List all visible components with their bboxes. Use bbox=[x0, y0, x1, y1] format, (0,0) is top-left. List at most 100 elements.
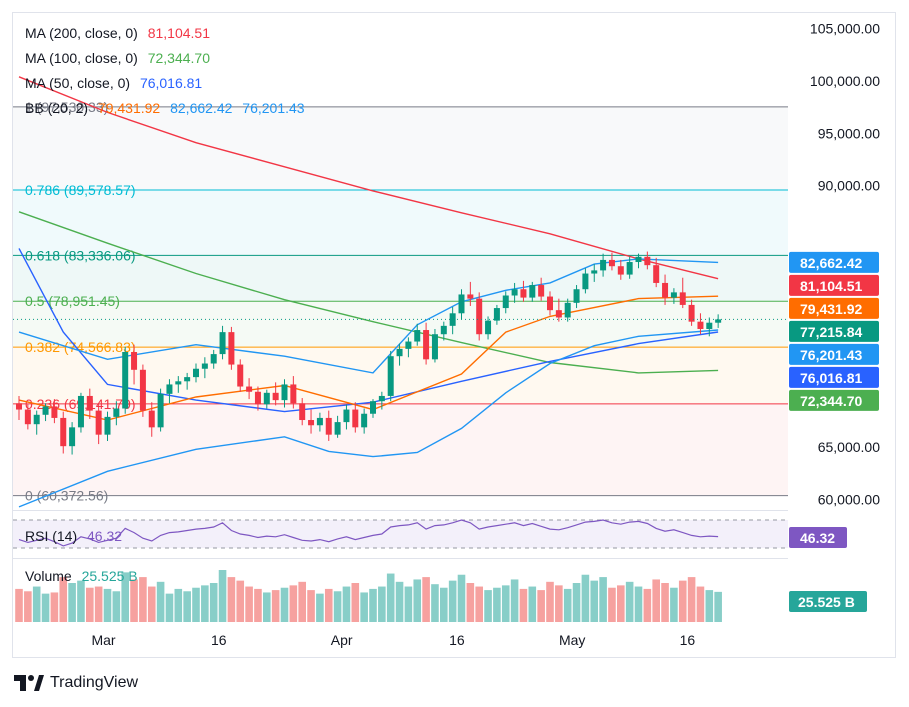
volume-bar bbox=[537, 590, 545, 622]
legend-rsi[interactable]: RSI (14) 46.32 bbox=[25, 528, 128, 544]
candle-body bbox=[201, 363, 208, 369]
candle-body bbox=[600, 259, 607, 271]
candle-body bbox=[51, 406, 58, 418]
rsi-value: 46.32 bbox=[87, 528, 123, 544]
candle-body bbox=[219, 332, 226, 355]
rsi-band bbox=[13, 520, 788, 548]
candle-body bbox=[520, 289, 527, 298]
rsi-badge bbox=[789, 527, 847, 548]
volume-pane: 25.525 B bbox=[15, 570, 867, 622]
candle-body bbox=[166, 384, 173, 394]
volume-bar bbox=[298, 581, 306, 622]
candle-body bbox=[449, 313, 456, 326]
tradingview-branding[interactable]: TradingView bbox=[14, 674, 138, 692]
volume-bar bbox=[236, 580, 245, 622]
price-tick-label: 90,000.00 bbox=[818, 178, 880, 194]
candle-body bbox=[547, 296, 553, 311]
legend-ma50[interactable]: MA (50, close, 0) 76,016.81 bbox=[25, 75, 208, 91]
time-tick-label: May bbox=[559, 632, 585, 648]
volume-bar bbox=[572, 583, 581, 622]
volume-bar bbox=[227, 577, 236, 622]
price-badge-text: 76,201.43 bbox=[800, 347, 862, 363]
volume-bar bbox=[510, 579, 519, 622]
legend-ma200[interactable]: MA (200, close, 0) 81,104.51 bbox=[25, 25, 216, 41]
legend-ma100[interactable]: MA (100, close, 0) 72,344.70 bbox=[25, 50, 216, 66]
candle-body bbox=[308, 420, 315, 426]
volume-badge bbox=[789, 591, 867, 612]
price-badge bbox=[789, 389, 879, 411]
candle-body bbox=[42, 406, 49, 415]
candle-body bbox=[334, 422, 341, 435]
volume-bar bbox=[395, 581, 404, 622]
candle-body bbox=[493, 308, 500, 321]
fib-label-0.618: 0.618 (83,336.06) bbox=[25, 247, 136, 263]
fib-label-0.786: 0.786 (89,578.57) bbox=[25, 182, 136, 198]
candle-body bbox=[263, 392, 270, 405]
legend-volume[interactable]: Volume 25.525 B bbox=[25, 568, 144, 584]
volume-bar bbox=[687, 577, 696, 622]
candle-body bbox=[608, 259, 615, 267]
volume-bar bbox=[103, 588, 112, 622]
volume-bar bbox=[457, 574, 466, 622]
volume-bar bbox=[218, 570, 227, 622]
volume-badge-text: 25.525 B bbox=[798, 594, 855, 610]
candle-body bbox=[405, 341, 412, 349]
line-ma-100-close-0- bbox=[18, 211, 719, 374]
candle-body bbox=[228, 332, 235, 365]
fib-band-1 bbox=[13, 106, 788, 191]
candle-body bbox=[246, 386, 253, 392]
price-badge-text: 76,016.81 bbox=[800, 370, 862, 386]
candle-body bbox=[343, 409, 350, 423]
volume-bar bbox=[475, 586, 483, 622]
fib-label-0.5: 0.5 (78,951.45) bbox=[25, 293, 120, 309]
price-badge bbox=[789, 297, 879, 319]
rsi-badge-text: 46.32 bbox=[800, 530, 835, 546]
candle-body bbox=[573, 289, 580, 303]
candle-body bbox=[281, 384, 288, 401]
candle-body bbox=[591, 270, 598, 274]
price-badges: 82,662.42 81,104.51 79,431.92 77,215.84 76,2… bbox=[789, 251, 879, 411]
volume-bar bbox=[271, 590, 280, 622]
fib-band-0.786 bbox=[13, 190, 788, 256]
bb-label: BB (20, 2) bbox=[25, 100, 89, 116]
bb-basis-value: 79,431.92 bbox=[97, 100, 161, 116]
time-tick-label: Mar bbox=[91, 632, 115, 648]
volume-bar bbox=[440, 587, 448, 622]
ma50-label: MA (50, close, 0) bbox=[25, 75, 131, 91]
bb-upper-value: 82,662.42 bbox=[170, 100, 233, 116]
candle-body bbox=[148, 410, 155, 428]
volume-bar bbox=[661, 583, 669, 622]
legend-bb[interactable]: BB (20, 2) 79,431.92 82,662.42 76,201.43 bbox=[25, 100, 311, 116]
candle-body bbox=[352, 409, 359, 428]
candle-body bbox=[706, 322, 713, 329]
price-tick-label: 65,000.00 bbox=[818, 439, 880, 455]
volume-bar bbox=[165, 593, 174, 622]
volume-bar bbox=[360, 592, 368, 622]
volume-bar bbox=[652, 579, 660, 622]
ma200-label: MA (200, close, 0) bbox=[25, 25, 138, 41]
candle-body bbox=[254, 391, 261, 405]
price-tick-label: 95,000.00 bbox=[818, 125, 880, 141]
time-tick-label: Apr bbox=[331, 632, 353, 648]
volume-bar bbox=[351, 583, 360, 622]
volume-bar bbox=[94, 586, 103, 622]
volume-bar bbox=[670, 587, 678, 622]
volume-bar bbox=[546, 581, 554, 622]
volume-bar bbox=[590, 580, 599, 622]
volume-bar bbox=[643, 588, 652, 622]
line-ma-200-close-0- bbox=[18, 76, 719, 280]
ma100-value: 72,344.70 bbox=[147, 50, 211, 66]
volume-bar bbox=[342, 586, 351, 622]
volume-bar bbox=[289, 585, 298, 622]
volume-bar bbox=[678, 580, 687, 622]
price-badge-text: 77,215.84 bbox=[800, 324, 862, 340]
price-badge bbox=[789, 251, 879, 273]
candle-body bbox=[175, 381, 182, 385]
volume-bar bbox=[24, 591, 32, 622]
price-badge bbox=[789, 343, 879, 365]
price-badge bbox=[789, 320, 879, 342]
volume-bar bbox=[519, 588, 528, 622]
volume-bar bbox=[581, 574, 590, 622]
candle-body bbox=[502, 295, 509, 309]
